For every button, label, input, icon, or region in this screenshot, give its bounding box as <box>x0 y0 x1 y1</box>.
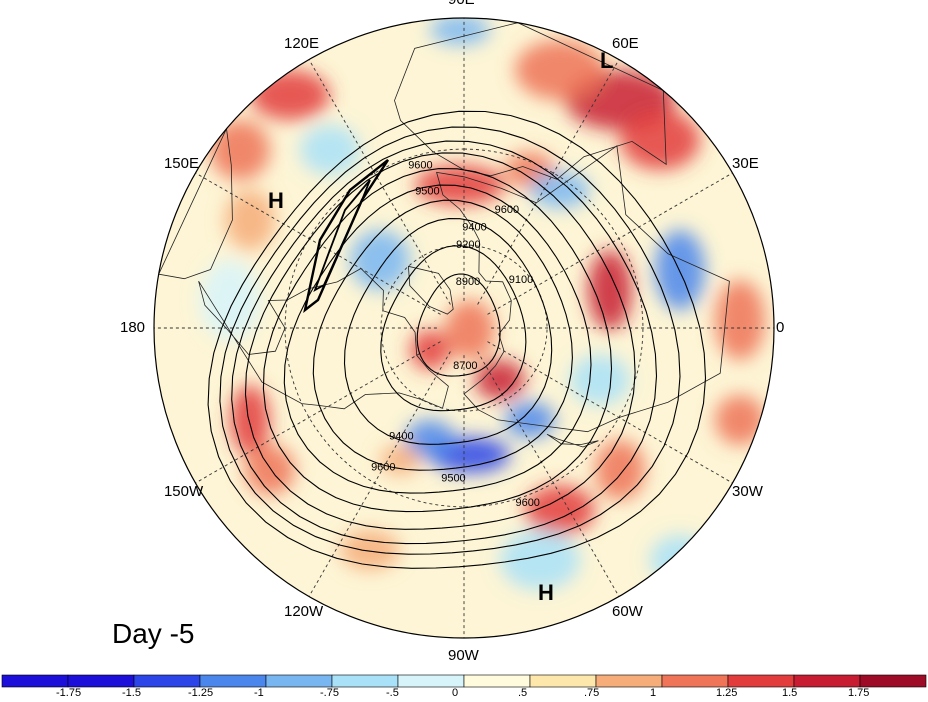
colorbar-tick-label: 1.75 <box>848 687 870 699</box>
colorbar-swatch <box>199 674 267 688</box>
colorbar-tick-label: -.75 <box>320 687 339 699</box>
colorbar-swatch <box>67 674 135 688</box>
colorbar-tick-label: -1 <box>254 687 264 699</box>
colorbar-tick-label: 0 <box>452 687 459 699</box>
contour-label: 9500 <box>415 185 439 197</box>
contour-label: 9200 <box>456 239 480 251</box>
colorbar-tick-label: -.5 <box>386 687 399 699</box>
contour-label: 9600 <box>371 462 395 474</box>
longitude-label: 120W <box>284 603 324 621</box>
colorbar-tick-label: -1.25 <box>188 687 214 699</box>
longitude-label: 180 <box>120 319 146 336</box>
contour-label: 9100 <box>509 274 533 286</box>
colorbar-tick-label: 1 <box>650 687 657 699</box>
colorbar-tick-label: .75 <box>584 687 600 699</box>
longitude-label: 150W <box>163 483 204 500</box>
longitude-label: 90W <box>448 647 479 664</box>
colorbar-swatch <box>859 674 927 688</box>
height-contours <box>207 110 707 569</box>
colorbar-swatch <box>727 674 795 688</box>
colorbar-tick-label: 1.5 <box>782 687 798 699</box>
longitude-label: 150E <box>163 155 199 172</box>
colorbar-swatch <box>331 674 399 688</box>
contour-label: 9600 <box>515 497 539 509</box>
colorbar-swatch <box>661 674 729 688</box>
colorbar-swatch <box>529 674 597 688</box>
longitude-label: 60E <box>612 34 639 52</box>
longitude-label: 90E <box>448 0 475 8</box>
contour-label: 9400 <box>462 222 486 234</box>
contour-label: 9600 <box>495 204 519 216</box>
contour-label: 8700 <box>453 360 477 372</box>
graticule <box>154 18 774 638</box>
longitude-label: 120E <box>284 34 320 52</box>
colorbar-tick-label: .5 <box>518 687 528 699</box>
contour-label: 8900 <box>456 276 480 288</box>
colorbar-tick-label: -1.75 <box>56 687 82 699</box>
contour-label: 9500 <box>441 473 465 485</box>
contour-labels: 9600 9600 9600 9600 9500 9500 9400 9200 9100 8900… <box>371 159 540 509</box>
contour-label: 9400 <box>389 430 413 442</box>
colorbar-tick-label: 1.25 <box>716 687 738 699</box>
colorbar-swatch <box>397 674 465 688</box>
longitude-label: 0 <box>776 319 785 336</box>
day-label: Day -5 <box>112 618 195 649</box>
longitude-label: 30W <box>732 483 763 500</box>
pressure-marker-l: L <box>600 48 614 73</box>
contour-label: 9600 <box>408 159 432 171</box>
jet-streak-contours <box>303 159 390 313</box>
colorbar-swatch <box>463 674 531 688</box>
map-border <box>153 17 775 639</box>
pressure-marker-h: H <box>268 188 284 213</box>
pressure-marker-h: H <box>538 580 554 605</box>
colorbar-tick-label: -1.5 <box>122 687 141 699</box>
colorbar-swatch <box>1 674 69 688</box>
colorbar-swatch <box>595 674 663 688</box>
colorbar <box>1 674 927 688</box>
colorbar-swatch <box>265 674 333 688</box>
colorbar-swatch <box>133 674 201 688</box>
longitude-label: 30E <box>732 155 759 172</box>
longitude-label: 60W <box>612 603 643 621</box>
colorbar-swatch <box>793 674 861 688</box>
